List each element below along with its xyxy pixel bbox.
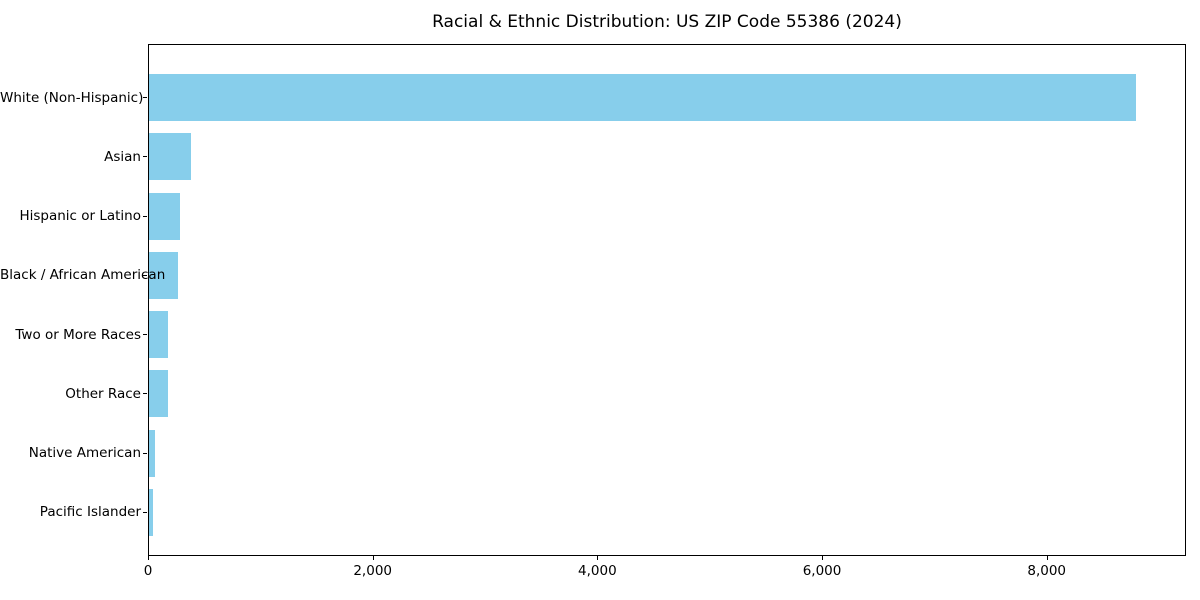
- y-tick: [143, 334, 147, 336]
- bar: [149, 133, 191, 181]
- y-tick: [143, 511, 147, 513]
- x-tick-label: 2,000: [353, 563, 392, 579]
- y-tick: [143, 156, 147, 158]
- chart-title: Racial & Ethnic Distribution: US ZIP Cod…: [432, 12, 902, 32]
- bar: [149, 429, 155, 477]
- x-tick: [372, 556, 374, 560]
- category-label: Other Race: [65, 385, 141, 402]
- x-tick: [597, 556, 599, 560]
- bar: [149, 192, 180, 240]
- category-label: Pacific Islander: [39, 504, 141, 521]
- x-tick-label: 4,000: [578, 563, 617, 579]
- y-tick: [143, 215, 147, 217]
- x-tick: [148, 556, 149, 560]
- x-tick-label: 6,000: [802, 563, 842, 579]
- y-tick: [143, 393, 147, 395]
- bar: [149, 74, 1137, 122]
- category-label: Two or More Races: [15, 326, 141, 343]
- x-tick-label: 0: [143, 563, 153, 579]
- category-label: Hispanic or Latino: [19, 208, 141, 225]
- plot-area: [148, 44, 1186, 556]
- category-label: Black / African American: [0, 267, 166, 284]
- bar: [149, 488, 154, 536]
- category-label: White (Non-Hispanic): [0, 89, 144, 106]
- bar: [149, 311, 168, 359]
- y-tick: [143, 452, 147, 454]
- x-tick-label: 8,000: [1027, 563, 1067, 579]
- x-tick: [822, 556, 824, 560]
- x-tick: [1046, 556, 1048, 560]
- category-label: Native American: [28, 445, 141, 462]
- y-tick: [143, 97, 147, 99]
- y-tick: [143, 274, 147, 276]
- category-label: Asian: [104, 148, 141, 165]
- bar: [149, 370, 169, 418]
- bar: [149, 251, 179, 299]
